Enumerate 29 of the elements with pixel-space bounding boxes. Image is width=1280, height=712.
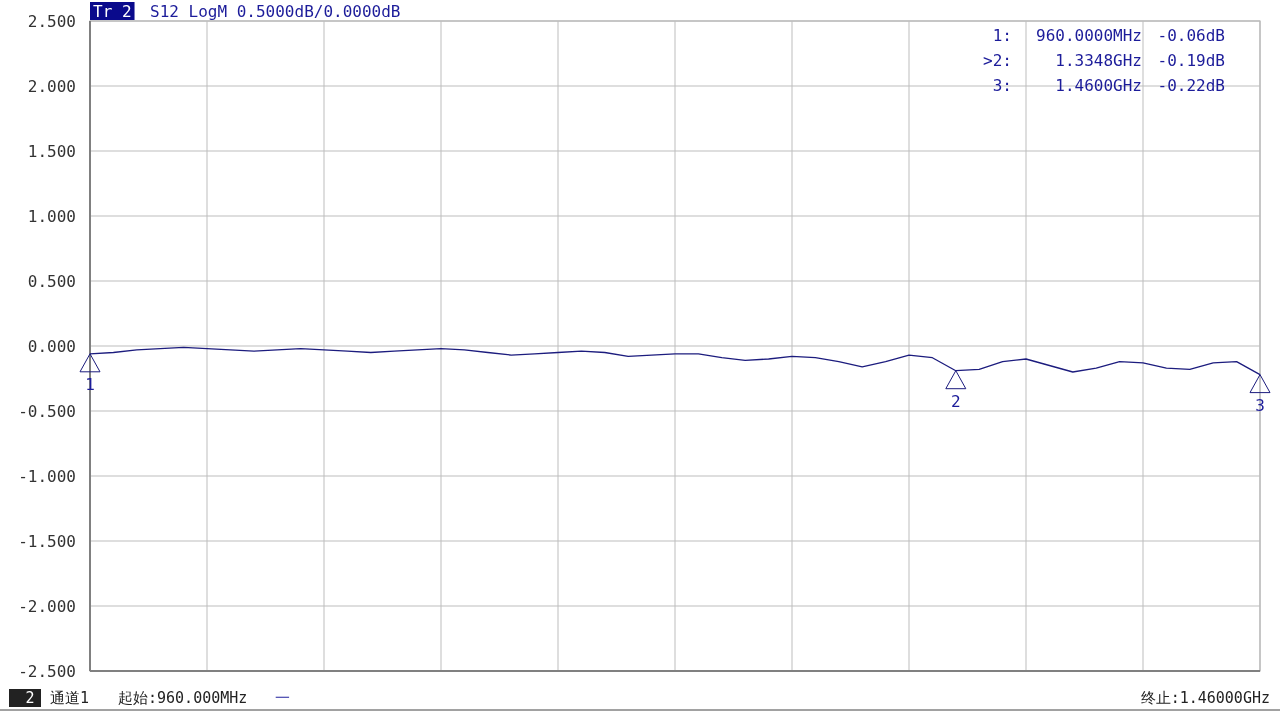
y-tick-label: -0.500 [18, 402, 76, 421]
y-tick-label: -1.000 [18, 467, 76, 486]
annotation: -0.22dB [1157, 76, 1225, 95]
annotation: S12 LogM 0.5000dB/0.0000dB [150, 2, 401, 21]
text: 通道1 [50, 689, 90, 707]
text: 起始:960.000MHz [118, 689, 248, 707]
annotation: 3 [1255, 395, 1265, 415]
text: 终止:1.46000GHz [1140, 689, 1270, 707]
annotation: -0.06dB [1157, 26, 1225, 45]
text: 一 [275, 689, 290, 707]
annotation: 1: [992, 26, 1012, 45]
text: 2 [25, 689, 35, 707]
y-tick-label: 2.500 [27, 12, 76, 31]
annotation: Tr 2 [93, 2, 132, 21]
annotation: 960.0000MHz [1036, 26, 1142, 45]
annotation: 2 [950, 391, 961, 411]
annotation: 1.4600GHz [1055, 76, 1142, 95]
y-tick-label: 0.500 [27, 272, 76, 291]
y-tick-label: 1.500 [27, 142, 76, 161]
y-tick-label: 0.000 [27, 337, 76, 356]
y-tick-label: -2.500 [18, 662, 76, 681]
annotation: 1.3348GHz [1055, 51, 1142, 70]
y-tick-label: -1.500 [18, 532, 76, 551]
annotation: >2: [983, 51, 1012, 70]
annotation: 3: [992, 76, 1012, 95]
annotation: -0.19dB [1157, 51, 1225, 70]
y-tick-label: 1.000 [27, 207, 76, 226]
y-tick-label: 2.000 [27, 77, 76, 96]
y-tick-label: -2.000 [18, 597, 76, 616]
